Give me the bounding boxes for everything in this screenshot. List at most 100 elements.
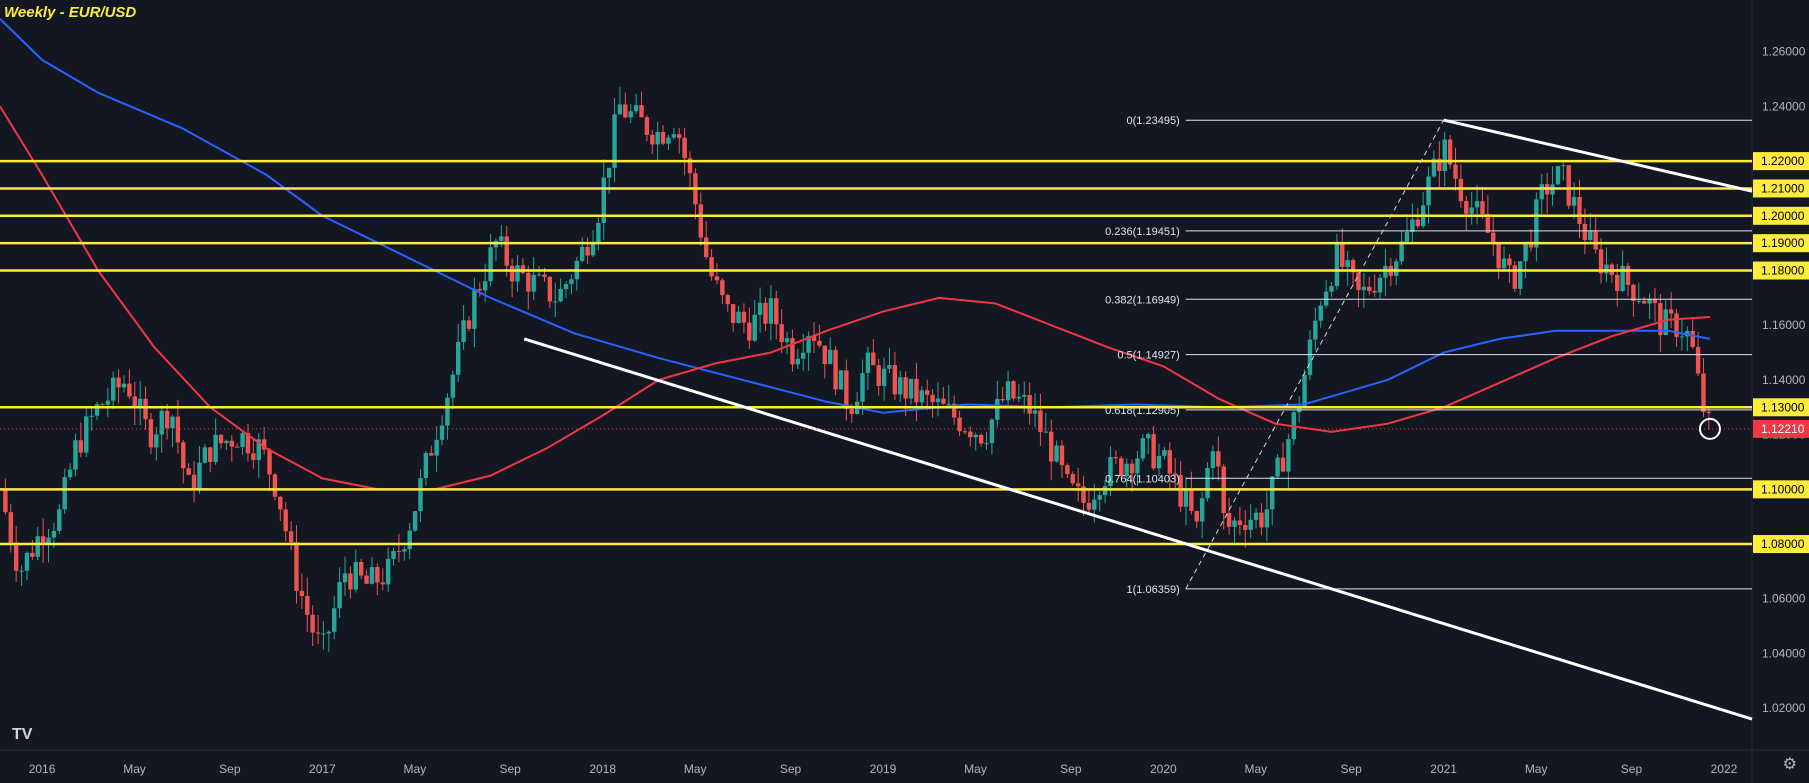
candle-body xyxy=(434,439,439,456)
price-axis-tick-label: 1.02000 xyxy=(1762,701,1806,715)
candle-body xyxy=(278,496,283,510)
trendline[interactable] xyxy=(523,337,1753,721)
price-axis-tick-label: 1.16000 xyxy=(1762,318,1806,332)
candle-body xyxy=(1426,176,1431,206)
candle-body xyxy=(881,368,887,387)
candle-body xyxy=(1695,346,1701,374)
candle-body xyxy=(499,236,504,241)
candle-body xyxy=(1302,375,1307,408)
candle-body xyxy=(1539,184,1544,200)
candle-body xyxy=(1334,242,1340,287)
candle-body xyxy=(833,349,838,390)
candle-body xyxy=(1237,520,1243,526)
candle-body xyxy=(1534,199,1539,248)
level-price-tag-label: 1.21000 xyxy=(1761,181,1805,195)
candle-body xyxy=(1081,486,1086,503)
fib-diagonal-line xyxy=(1185,119,1445,590)
fib-level-label: 0.236(1.19451) xyxy=(1105,226,1180,238)
candle-body xyxy=(1458,178,1464,201)
candle-body xyxy=(655,132,660,145)
candle-body xyxy=(175,416,181,443)
level-price-tag-label: 1.13000 xyxy=(1761,400,1805,414)
candle-body xyxy=(817,340,822,346)
candle-body xyxy=(1361,286,1367,291)
candle-body xyxy=(536,274,542,276)
candle-body xyxy=(105,400,111,405)
candle-body xyxy=(946,403,951,405)
candle-body xyxy=(1474,201,1480,208)
candle-body xyxy=(159,410,164,435)
tradingview-logo-icon[interactable]: TV xyxy=(10,722,40,744)
price-axis-tick-label: 1.06000 xyxy=(1762,592,1806,606)
candle-body xyxy=(342,573,348,583)
candle-body xyxy=(1383,265,1388,278)
candle-body xyxy=(1523,241,1528,262)
candle-body xyxy=(709,257,714,277)
candle-body xyxy=(1668,309,1674,314)
candle-body xyxy=(666,137,671,144)
candle-body xyxy=(1032,410,1038,414)
candle-body xyxy=(806,335,811,353)
level-price-tag-label: 1.20000 xyxy=(1761,209,1805,223)
candle-body xyxy=(1566,165,1571,206)
level-price-tag xyxy=(1753,398,1809,417)
candle-body xyxy=(908,378,914,399)
candle-body xyxy=(1415,219,1420,227)
candle-body xyxy=(1404,232,1410,242)
candle-body xyxy=(1286,439,1291,472)
candle-body xyxy=(898,377,903,395)
candle-body xyxy=(40,536,46,545)
candle-body xyxy=(181,442,186,469)
candle-body xyxy=(396,551,402,553)
candle-body xyxy=(30,552,35,557)
candle-body xyxy=(509,265,515,282)
candle-body xyxy=(1571,196,1577,206)
candle-body xyxy=(1011,381,1016,399)
candle-body xyxy=(251,453,256,460)
candle-body xyxy=(968,431,973,438)
candle-body xyxy=(1151,434,1156,469)
candle-body xyxy=(617,104,623,115)
candle-body xyxy=(606,167,612,178)
candle-body xyxy=(332,608,337,632)
candle-body xyxy=(267,449,272,475)
candle-body xyxy=(962,431,968,433)
candle-body xyxy=(925,390,930,395)
candle-body xyxy=(299,590,305,596)
candle-body xyxy=(315,632,321,634)
candle-body xyxy=(461,320,466,342)
candle-body xyxy=(224,440,229,444)
candle-body xyxy=(779,324,784,343)
current-price-circle xyxy=(1698,417,1721,440)
candle-body xyxy=(1561,165,1566,167)
candle-body xyxy=(229,440,235,447)
candle-body xyxy=(321,633,326,635)
candle-body xyxy=(553,301,558,303)
candle-body xyxy=(19,570,24,572)
trendline[interactable] xyxy=(1443,118,1753,193)
candle-body xyxy=(202,447,208,463)
candle-body xyxy=(143,398,148,420)
candle-body xyxy=(1588,231,1593,240)
level-price-tag-label: 1.10000 xyxy=(1761,482,1805,496)
candle-body xyxy=(1216,451,1221,467)
candle-body xyxy=(116,377,121,388)
candle-body xyxy=(1075,483,1081,487)
candle-body xyxy=(1377,277,1383,293)
candle-body xyxy=(35,536,40,557)
candle-body xyxy=(1264,509,1270,528)
candle-body xyxy=(1690,330,1695,347)
candle-body xyxy=(482,281,488,291)
candle-body xyxy=(456,341,461,375)
current-price-tag xyxy=(1753,419,1809,438)
settings-gear-icon[interactable]: ⚙ xyxy=(1782,754,1797,773)
candle-body xyxy=(590,242,596,256)
fib-level-label: 0(1.23495) xyxy=(1127,115,1180,127)
candle-body xyxy=(1270,476,1275,510)
candle-body xyxy=(531,274,536,292)
candle-body xyxy=(67,469,73,478)
candle-body xyxy=(402,549,407,552)
candle-body xyxy=(801,352,806,359)
candle-body xyxy=(1577,196,1582,224)
